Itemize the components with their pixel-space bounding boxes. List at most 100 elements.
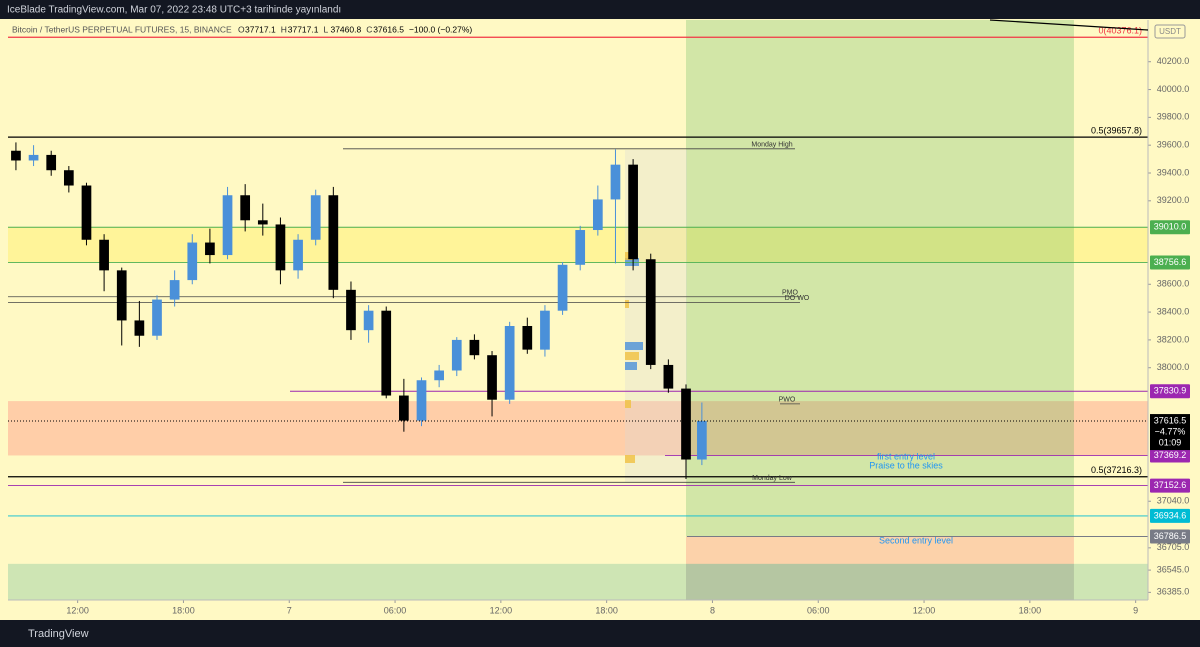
fib-label: 0.5(39657.8): [1091, 126, 1142, 136]
countdown: 01:09: [1159, 437, 1182, 447]
x-tick-label: 06:00: [384, 605, 407, 615]
price-tag: [1150, 255, 1190, 270]
candle-body: [81, 185, 92, 240]
candle-body: [222, 195, 233, 256]
candle-body: [645, 259, 656, 365]
candle-body: [169, 280, 180, 300]
y-tick-label: 39400.0: [1157, 167, 1190, 177]
candle-body: [399, 395, 409, 421]
y-tick-label: 39600.0: [1157, 140, 1190, 150]
candle-body: [310, 195, 321, 240]
candle-body: [434, 370, 444, 381]
volume-profile-bar: [625, 342, 643, 350]
note: first entry level: [877, 451, 935, 461]
trend-line: [989, 19, 1149, 31]
x-tick-label: 12:00: [913, 605, 936, 615]
y-tick-label: 38000.0: [1157, 362, 1190, 372]
volume-profile-bar: [625, 258, 639, 266]
y-tick-label: 38200.0: [1157, 334, 1190, 344]
candle-body: [381, 310, 392, 396]
candle-body: [257, 220, 268, 225]
x-tick-label: 18:00: [595, 605, 618, 615]
price-tag: [1150, 220, 1190, 235]
drawn-level-label: Monday High: [751, 142, 792, 149]
price-tag: [1150, 478, 1190, 493]
ohlc-key: O: [238, 24, 245, 34]
candle-body: [99, 239, 109, 271]
candle-body: [469, 339, 480, 356]
ohlc-key: C: [366, 24, 372, 34]
price-tag-label: 37369.2: [1154, 450, 1187, 460]
candle-body: [28, 154, 39, 161]
drawn-level-label: PWO: [779, 397, 796, 404]
last-price-change: −4.77%: [1155, 426, 1186, 436]
candle-body: [346, 289, 356, 331]
candle-body: [451, 339, 462, 371]
fib-label: 0(40376.1): [1098, 26, 1142, 36]
footer-brand[interactable]: TradingView: [28, 628, 89, 640]
candle-body: [152, 299, 162, 336]
candle-body: [328, 195, 339, 290]
note: Praise to the skies: [869, 460, 943, 470]
candle-body: [697, 421, 707, 460]
candle-body: [63, 170, 74, 186]
price-tag: [1150, 529, 1190, 544]
candle-body: [187, 242, 198, 281]
candle-body: [522, 325, 533, 350]
price-tag: [1150, 508, 1190, 523]
candle-body: [205, 242, 215, 256]
candle-body: [46, 154, 57, 171]
price-tag-label: 37152.6: [1154, 480, 1187, 490]
candle-body: [663, 364, 674, 389]
y-tick-label: 36705.0: [1157, 542, 1190, 552]
ohlc-key: L: [323, 24, 328, 34]
plot-area: [8, 20, 1148, 600]
price-tag-label: 36786.5: [1154, 531, 1187, 541]
candle-body: [628, 164, 638, 260]
y-tick-label: 40000.0: [1157, 84, 1190, 94]
ohlc-value: 37717.1: [245, 24, 276, 34]
symbol-title: Bitcoin / TetherUS PERPETUAL FUTURES, 15…: [12, 24, 232, 34]
position-dim: [686, 563, 1074, 600]
ohlc-key: H: [281, 24, 287, 34]
x-tick-label: 18:00: [172, 605, 195, 615]
fib-label: 0.5(37216.3): [1091, 465, 1142, 475]
y-tick-label: 37040.0: [1157, 496, 1190, 506]
x-tick-label: 7: [287, 605, 292, 615]
ohlc-value: 37460.8: [330, 24, 361, 34]
candle-body: [681, 388, 691, 460]
candle-body: [363, 310, 374, 331]
y-tick-label: 40200.0: [1157, 56, 1190, 66]
x-tick-label: 8: [710, 605, 715, 615]
candle-body: [240, 195, 251, 221]
price-tag-label: 36934.6: [1154, 510, 1187, 520]
y-tick-label: 39800.0: [1157, 112, 1190, 122]
price-tag: [1150, 448, 1190, 463]
candle-body: [134, 320, 145, 336]
candle-body: [11, 150, 21, 161]
candle-body: [592, 199, 603, 231]
plot-background: [0, 19, 1200, 620]
zone: [8, 563, 1148, 600]
drawn-level-label: DO WO: [785, 295, 810, 302]
y-tick-label: 36545.0: [1157, 564, 1190, 574]
last-price-label: 37616.5: [1154, 415, 1187, 425]
x-tick-label: 12:00: [66, 605, 89, 615]
candle-body: [293, 239, 303, 271]
currency: USDT: [1159, 27, 1181, 36]
y-tick-label: 39200.0: [1157, 195, 1190, 205]
volume-profile-bar: [625, 455, 635, 463]
volume-profile-bar: [625, 400, 631, 408]
candle-body: [575, 230, 586, 265]
candle-body: [416, 380, 427, 421]
ohlc-value: 37616.5: [373, 24, 404, 34]
y-tick-label: 36385.0: [1157, 587, 1190, 597]
ohlc-value: 37717.1: [288, 24, 319, 34]
price-tag-label: 39010.0: [1154, 222, 1187, 232]
ohlc-change: −100.0 (−0.27%): [409, 24, 472, 34]
candle-body: [540, 310, 550, 350]
drawn-level-label: Monday Low: [752, 475, 793, 482]
position-profit: [686, 20, 1074, 537]
